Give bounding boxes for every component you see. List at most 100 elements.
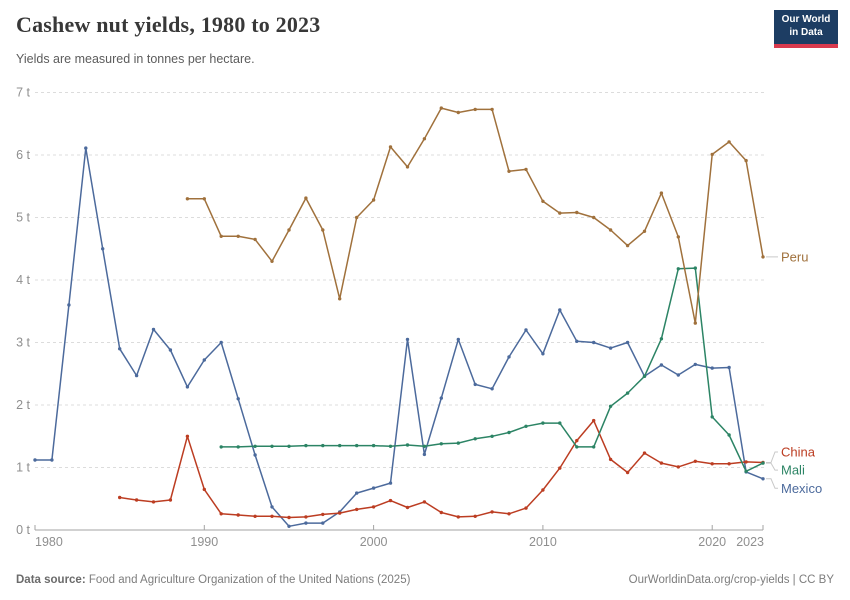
- series-point-china-1992: [236, 513, 240, 517]
- series-label-mexico[interactable]: Mexico: [781, 481, 822, 496]
- y-tick-label-1: 1 t: [16, 461, 30, 475]
- series-point-mali-1993: [253, 444, 257, 448]
- series-point-mexico-1985: [118, 347, 122, 351]
- series-point-peru-2009: [524, 167, 528, 172]
- series-point-china-2005: [456, 515, 460, 519]
- series-point-china-2004: [439, 510, 443, 515]
- series-point-china-1993: [253, 514, 257, 518]
- series-point-mexico-2019: [693, 362, 697, 367]
- series-point-mali-2003: [422, 444, 427, 448]
- y-tick-label-5: 5 t: [16, 211, 30, 225]
- series-point-peru-2022: [744, 158, 748, 163]
- series-point-mali-2021: [727, 433, 731, 437]
- series-point-china-1985: [118, 495, 122, 500]
- series-point-mali-2011: [558, 421, 562, 425]
- chart-footer: Data source: Food and Agriculture Organi…: [16, 574, 834, 586]
- series-point-peru-2015: [625, 243, 630, 248]
- series-point-mexico-1991: [219, 340, 223, 345]
- series-point-mexico-1999: [355, 491, 359, 495]
- series-point-peru-1991: [219, 234, 223, 238]
- series-point-peru-1992: [236, 234, 240, 238]
- series-line-mexico[interactable]: [34, 147, 764, 528]
- series-point-mexico-2007: [490, 387, 494, 391]
- series-point-peru-1995: [287, 228, 291, 232]
- series-point-china-1995: [287, 515, 291, 520]
- series-point-china-2015: [625, 470, 630, 475]
- page-subtitle: Yields are measured in tonnes per hectar…: [16, 52, 255, 66]
- label-connector-china: [766, 451, 778, 463]
- series-point-mali-2002: [405, 443, 410, 447]
- series-point-mali-1995: [287, 444, 291, 448]
- series-point-peru-2010: [541, 199, 545, 203]
- series-point-peru-2006: [473, 107, 477, 112]
- series-point-mali-2000: [371, 443, 376, 448]
- series-point-mexico-1987: [151, 327, 156, 332]
- series-point-mexico-1982: [67, 303, 71, 307]
- series-point-peru-2019: [693, 321, 697, 325]
- series-line-peru[interactable]: [186, 107, 764, 324]
- series-point-mexico-2012: [575, 339, 579, 343]
- series-point-peru-1999: [355, 215, 359, 220]
- y-tick-label-4: 4 t: [16, 273, 30, 287]
- series-point-peru-2017: [659, 191, 664, 195]
- owid-logo-line1: Our World: [781, 14, 831, 25]
- series-point-china-2007: [490, 510, 494, 514]
- series-point-china-2003: [422, 500, 427, 504]
- series-point-china-2011: [558, 466, 562, 470]
- owid-logo-line2: in Data: [789, 26, 823, 38]
- yield-chart[interactable]: 0 t 1 t 2 t 3 t 4 t 5 t 6 t 7 t 1980 1990 2000 2010…: [0, 80, 850, 555]
- series-point-mexico-1988: [168, 348, 173, 352]
- series-point-peru-1990: [202, 197, 206, 201]
- series-point-china-1999: [355, 507, 359, 512]
- series-line-mali[interactable]: [220, 267, 764, 473]
- series-point-mexico-1980: [33, 458, 37, 462]
- series-point-china-1998: [338, 511, 342, 515]
- series-point-mexico-2004: [439, 396, 443, 400]
- series-point-mexico-1989: [185, 385, 190, 389]
- series-point-peru-2012: [575, 210, 579, 215]
- series-point-china-1988: [168, 498, 173, 502]
- series-point-mali-2017: [659, 337, 664, 341]
- series-point-mexico-2006: [473, 382, 477, 387]
- series-point-china-2012: [575, 438, 579, 443]
- series-point-peru-2007: [490, 107, 494, 112]
- series-point-china-1997: [321, 512, 325, 517]
- series-point-china-2016: [642, 451, 647, 455]
- series-point-peru-2018: [676, 235, 680, 239]
- series-point-mali-2020: [710, 415, 714, 419]
- credit-link[interactable]: OurWorldinData.org/crop-yields | CC BY: [628, 574, 834, 586]
- series-point-peru-2001: [388, 145, 393, 149]
- series-point-mexico-1993: [253, 453, 257, 457]
- series-point-mali-2018: [676, 267, 680, 271]
- series-label-china[interactable]: China: [781, 445, 816, 460]
- series-point-mali-1994: [270, 444, 274, 448]
- owid-logo[interactable]: Our World in Data: [774, 10, 838, 48]
- series-point-peru-2021: [727, 140, 731, 144]
- series-point-peru-2016: [642, 229, 647, 233]
- series-point-mali-1996: [304, 443, 308, 448]
- series-point-mali-2023: [761, 461, 765, 465]
- series-point-mexico-2014: [608, 346, 613, 350]
- series-point-peru-1994: [270, 259, 274, 263]
- series-point-china-2021: [727, 462, 731, 466]
- series-line-china[interactable]: [118, 419, 764, 519]
- series-point-mali-2015: [625, 391, 630, 395]
- series-point-mali-2016: [642, 374, 647, 378]
- series-point-peru-1997: [321, 228, 325, 232]
- series-point-mexico-2021: [727, 365, 731, 370]
- series-label-mali[interactable]: Mali: [781, 463, 805, 478]
- series-point-mexico-2001: [388, 481, 393, 485]
- series-point-peru-1996: [304, 196, 308, 200]
- series-point-mali-2005: [456, 441, 460, 445]
- series-point-peru-1989: [185, 197, 190, 201]
- series-point-mexico-2018: [676, 373, 680, 377]
- series-label-peru[interactable]: Peru: [781, 249, 808, 264]
- series-point-mali-2012: [575, 445, 579, 449]
- series-point-mali-2014: [608, 404, 613, 408]
- series-point-peru-2014: [608, 228, 613, 232]
- series-point-mexico-2015: [625, 340, 630, 345]
- y-tick-label-3: 3 t: [16, 336, 30, 350]
- series-point-china-1989: [185, 434, 190, 438]
- series-point-china-2006: [473, 514, 477, 518]
- series-point-china-2008: [507, 512, 511, 516]
